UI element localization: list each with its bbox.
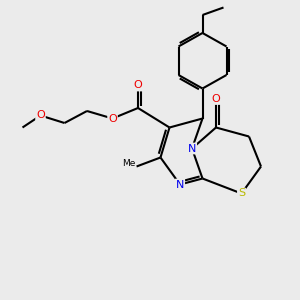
- Text: N: N: [176, 179, 184, 190]
- Text: O: O: [36, 110, 45, 121]
- Text: O: O: [212, 94, 220, 104]
- Text: S: S: [238, 188, 245, 199]
- Text: Me: Me: [122, 159, 136, 168]
- Text: N: N: [188, 143, 196, 154]
- Text: O: O: [134, 80, 142, 91]
- Text: O: O: [108, 113, 117, 124]
